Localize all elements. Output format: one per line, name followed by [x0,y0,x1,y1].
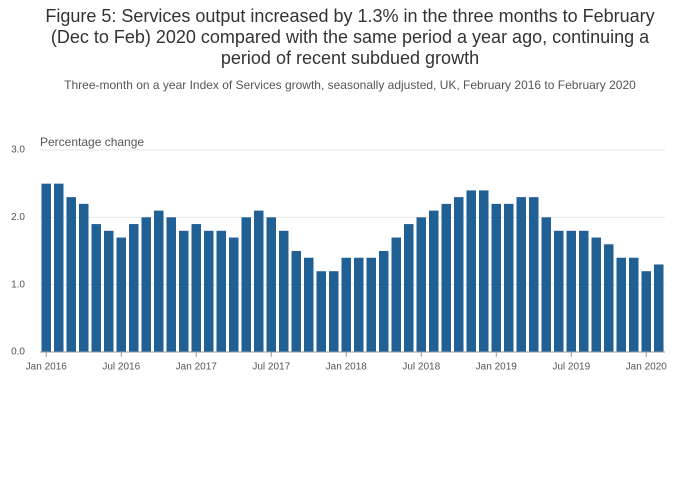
bar [166,217,176,352]
y-axis-label: Percentage change [40,135,144,149]
bar [216,230,226,352]
x-tick-label: Jul 2017 [252,362,290,373]
bar [554,230,564,352]
bar [279,230,289,352]
bar [91,224,101,352]
bar [404,224,414,352]
bar [104,230,114,352]
bar [329,271,339,352]
x-tick-label: Jan 2017 [176,362,218,373]
chart-title: Figure 5: Services output increased by 1… [45,6,655,68]
bar [79,203,89,352]
bar [466,190,476,352]
bar [604,244,614,352]
x-tick-label: Jul 2016 [102,362,140,373]
bar [154,210,164,352]
bar [479,190,489,352]
bar [129,224,139,352]
y-tick-label: 1.0 [11,279,25,290]
bar [141,217,151,352]
bar [529,197,539,352]
bar [441,203,451,352]
bar [454,197,464,352]
x-tick-label: Jan 2016 [26,362,68,373]
x-tick-label: Jul 2018 [402,362,440,373]
y-tick-label: 0.0 [11,347,25,358]
bar [191,224,201,352]
bar [254,210,264,352]
x-tick-label: Jan 2018 [326,362,368,373]
bar [491,203,501,352]
bar [366,257,376,352]
y-tick-label: 3.0 [11,145,25,156]
bar [341,257,351,352]
bar [41,183,51,352]
bar [66,197,76,352]
bar [229,237,239,352]
bar [516,197,526,352]
x-tick-label: Jan 2019 [476,362,518,373]
y-tick-label: 2.0 [11,212,25,223]
bar [416,217,426,352]
bar [504,203,514,352]
bar [541,217,551,352]
bar [291,251,301,352]
chart-subtitle: Three-month on a year Index of Services … [64,78,636,92]
bar [354,257,364,352]
bar [579,230,589,352]
x-tick-label: Jul 2019 [552,362,590,373]
bar [591,237,601,352]
bar [316,271,326,352]
bar [304,257,314,352]
bar [654,264,664,352]
bar [616,257,626,352]
bar [266,217,276,352]
bar [116,237,126,352]
bar [566,230,576,352]
bar [391,237,401,352]
bar [641,271,651,352]
bar [429,210,439,352]
bar [179,230,189,352]
x-tick-label: Jan 2020 [626,362,668,373]
bar [204,230,214,352]
bar [54,183,64,352]
bar [629,257,639,352]
bar [241,217,251,352]
bar [379,251,389,352]
